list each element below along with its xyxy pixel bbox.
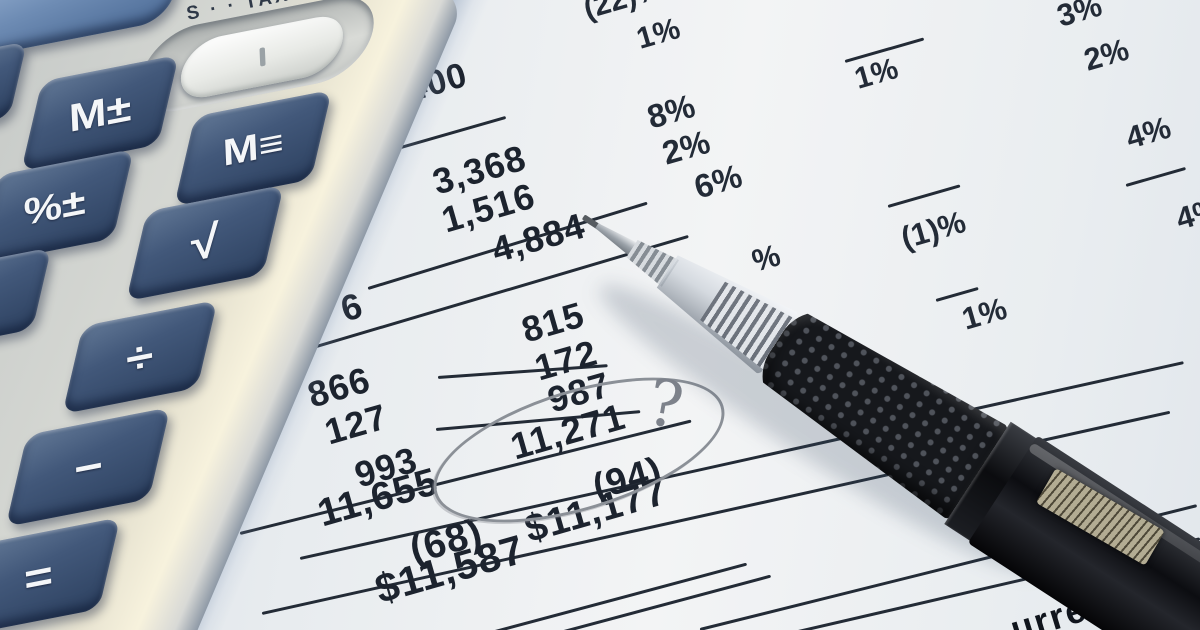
key-label: M± <box>67 84 132 141</box>
key-label: − <box>72 440 104 494</box>
key-label: ÷ <box>125 330 155 384</box>
key-label: %± <box>23 180 87 233</box>
percent-value: (1)% <box>897 203 970 256</box>
percent-value: 4% <box>1122 109 1175 156</box>
key-label: √ <box>189 215 221 271</box>
percent-value: 2% <box>1080 31 1133 78</box>
paper-rule <box>887 184 961 208</box>
percent-value: 1% <box>633 12 684 56</box>
percent-value-partial: % <box>748 237 785 279</box>
percent-value: 3% <box>1053 0 1106 34</box>
key-label: M≡ <box>221 121 285 174</box>
percent-value-partial: 4% <box>1172 190 1200 237</box>
paper-rule <box>1125 166 1187 187</box>
key-label: = <box>22 550 54 604</box>
percent-value: 6% <box>690 156 747 206</box>
percent-value: 1% <box>958 290 1011 337</box>
switch-mark <box>258 47 266 67</box>
